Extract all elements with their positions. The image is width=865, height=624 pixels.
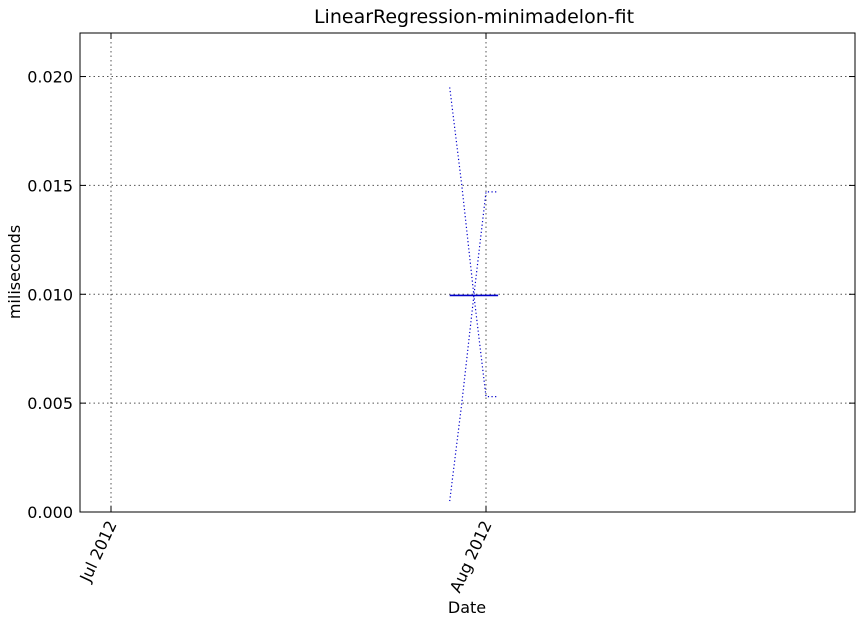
y-axis-label: miliseconds	[5, 225, 24, 319]
grid-lines	[80, 33, 855, 512]
series-line-3	[449, 191, 499, 502]
x-axis-label: Date	[448, 598, 486, 617]
x-tick-label: Jul 2012	[75, 518, 120, 586]
plot-series	[449, 87, 499, 502]
y-tick-label: 0.000	[27, 503, 73, 522]
y-tick-label: 0.010	[27, 285, 73, 304]
plot-area-frame	[79, 32, 856, 513]
y-tick-label: 0.005	[27, 394, 73, 413]
chart-title: LinearRegression-minimadelon-fit	[314, 6, 634, 28]
y-tick-label: 0.020	[27, 68, 73, 87]
axis-ticks: 0.000 0.005 0.010 0.015 0.020 Jul 2012 Aug 201…	[27, 33, 855, 596]
y-tick-label: 0.015	[27, 176, 73, 195]
x-tick-label: Aug 2012	[446, 518, 496, 596]
series-line-2	[449, 87, 499, 398]
